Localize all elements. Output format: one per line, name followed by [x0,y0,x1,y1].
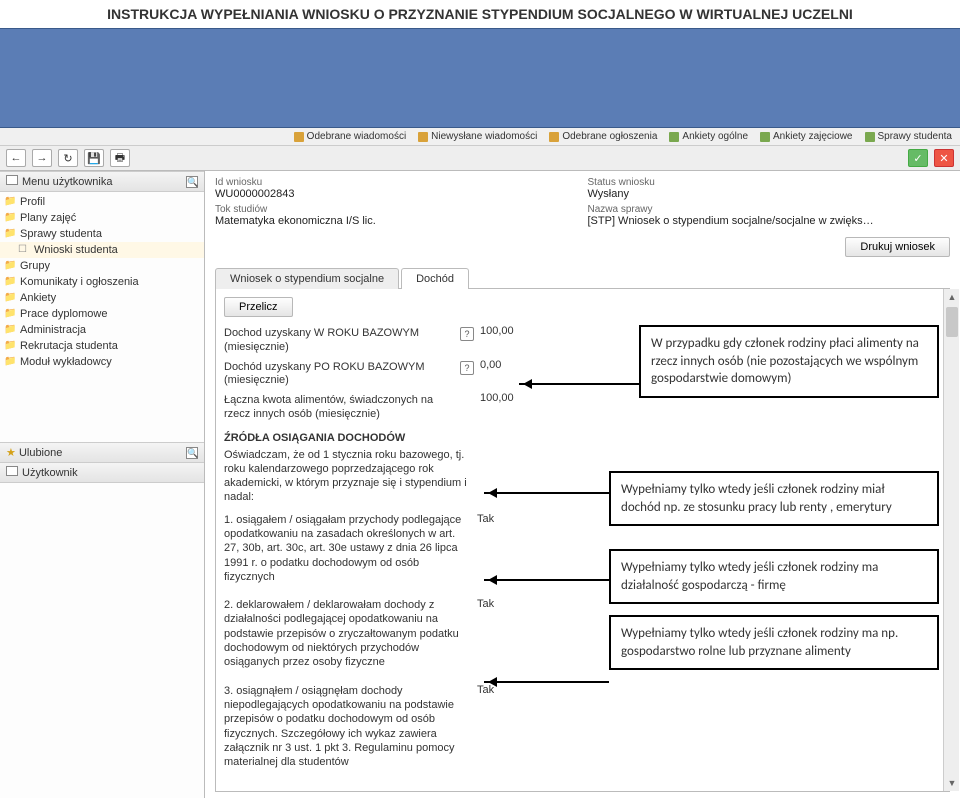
forward-icon[interactable]: → [32,149,52,167]
sidebar-item-surveys[interactable]: Ankiety [0,290,204,306]
refresh-icon[interactable]: ↻ [58,149,78,167]
income-sources-intro: Oświadczam, że od 1 stycznia roku bazowe… [224,448,469,505]
nav-unsent[interactable]: Niewysłane wiadomości [418,131,537,142]
sidebar-item-plans[interactable]: Plany zajęć [0,210,204,226]
nav-announcements-in[interactable]: Odebrane ogłoszenia [549,131,657,142]
meta-label-tok: Tok studiów [215,204,578,215]
income-sources-heading: ŹRÓDŁA OSIĄGANIA DOCHODÓW [224,432,941,444]
toolbar: ← → ↻ 💾 🖶 ✓ ✕ [0,146,960,171]
sidebar-item-groups[interactable]: Grupy [0,258,204,274]
sidebar-item-recruitment[interactable]: Rekrutacja studenta [0,338,204,354]
sidebar-head-favorites[interactable]: ★ Ulubione 🔍 [0,442,204,463]
meta-label-status: Status wniosku [588,177,951,188]
search-icon[interactable]: 🔍 [186,176,198,188]
value-income-after-base: 0,00 [480,359,530,371]
nav-label: Ankiety zajęciowe [773,131,852,142]
sidebar-item-profile[interactable]: Profil [0,194,204,210]
sidebar-head-menu[interactable]: Menu użytkownika 🔍 [0,171,204,192]
header-band [0,28,960,128]
help-icon[interactable]: ? [460,361,474,375]
income-item-2: 2. deklarowałem / deklarowałam dochody z… [224,598,469,669]
sidebar-head-user[interactable]: Użytkownik [0,463,204,483]
nav-label: Odebrane ogłoszenia [562,131,657,142]
sidebar-item-thesis[interactable]: Prace dyplomowe [0,306,204,322]
meta-val-id: WU0000002843 [215,188,578,200]
save-icon[interactable]: 💾 [84,149,104,167]
sidebar-item-comms[interactable]: Komunikaty i ogłoszenia [0,274,204,290]
confirm-icon[interactable]: ✓ [908,149,928,167]
nav-student-matters[interactable]: Sprawy studenta [865,131,953,142]
print-button[interactable]: Drukuj wniosek [845,237,950,257]
help-icon[interactable]: ? [460,327,474,341]
scroll-up-icon[interactable]: ▲ [944,289,960,305]
sidebar-item-admin[interactable]: Administracja [0,322,204,338]
income-item-3: 3. osiągnąłem / osiągnęłam dochody niepo… [224,684,469,770]
back-icon[interactable]: ← [6,149,26,167]
income-item-2-value: Tak [477,598,494,669]
sidebar-head-label: Użytkownik [22,467,78,479]
top-nav: Odebrane wiadomości Niewysłane wiadomośc… [0,128,960,146]
scrollbar[interactable]: ▲ ▼ [943,289,959,791]
annotation-4: Wypełniamy tylko wtedy jeśli członek rod… [609,615,939,670]
tab-panel-income: Przelicz Dochod uzyskany W ROKU BAZOWYM … [215,289,950,792]
sidebar-head-label: Menu użytkownika [22,176,113,188]
annotation-2: Wypełniamy tylko wtedy jeśli członek rod… [609,471,939,526]
income-item-3-value: Tak [477,684,494,770]
label-income-base-year: Dochod uzyskany W ROKU BAZOWYM (miesięcz… [224,325,454,355]
arrow-3 [484,579,609,581]
meta-val-status: Wysłany [588,188,951,200]
arrow-4 [484,681,609,683]
print-icon[interactable]: 🖶 [110,149,130,167]
value-income-base-year: 100,00 [480,325,530,337]
annotation-1: W przypadku gdy członek rodziny płaci al… [639,325,939,398]
nav-surveys-class[interactable]: Ankiety zajęciowe [760,131,852,142]
nav-label: Sprawy studenta [878,131,953,142]
recalc-button[interactable]: Przelicz [224,297,293,317]
tabs: Wniosek o stypendium socjalne Dochód [215,267,950,289]
label-alimony-total: Łączna kwota alimentów, świadczonych na … [224,392,454,422]
nav-label: Ankiety ogólne [682,131,748,142]
tab-application[interactable]: Wniosek o stypendium socjalne [215,268,399,289]
arrow-2 [484,492,609,494]
nav-label: Niewysłane wiadomości [431,131,537,142]
meta-label-id: Id wniosku [215,177,578,188]
content: Id wnioskuWU0000002843 Status wnioskuWys… [205,171,960,798]
arrow-1 [519,383,639,385]
close-icon[interactable]: ✕ [934,149,954,167]
meta-val-tok: Matematyka ekonomiczna I/S lic. [215,215,578,227]
tab-income[interactable]: Dochód [401,268,469,289]
sidebar-item-applications[interactable]: Wnioski studenta [0,242,204,258]
annotation-3: Wypełniamy tylko wtedy jeśli członek rod… [609,549,939,604]
scroll-down-icon[interactable]: ▼ [944,775,960,791]
value-alimony-total: 100,00 [480,392,530,404]
nav-surveys-general[interactable]: Ankiety ogólne [669,131,748,142]
page-title: INSTRUKCJA WYPEŁNIANIA WNIOSKU O PRZYZNA… [0,0,960,28]
label-income-after-base: Dochód uzyskany PO ROKU BAZOWYM (miesięc… [224,359,454,389]
income-item-1-value: Tak [477,513,494,584]
sidebar-menu: Profil Plany zajęć Sprawy studenta Wnios… [0,192,204,372]
sidebar: Menu użytkownika 🔍 Profil Plany zajęć Sp… [0,171,205,798]
meta-val-nazwa: [STP] Wniosek o stypendium socjalne/socj… [588,215,951,227]
sidebar-head-label: Ulubione [19,447,62,459]
income-item-1: 1. osiągałem / osiągałam przychody podle… [224,513,469,584]
nav-label: Odebrane wiadomości [307,131,407,142]
nav-inbox[interactable]: Odebrane wiadomości [294,131,407,142]
meta-label-nazwa: Nazwa sprawy [588,204,951,215]
sidebar-item-student-matters[interactable]: Sprawy studenta [0,226,204,242]
sidebar-item-lecturer[interactable]: Moduł wykładowcy [0,354,204,370]
scroll-thumb[interactable] [946,307,958,337]
search-icon[interactable]: 🔍 [186,447,198,459]
